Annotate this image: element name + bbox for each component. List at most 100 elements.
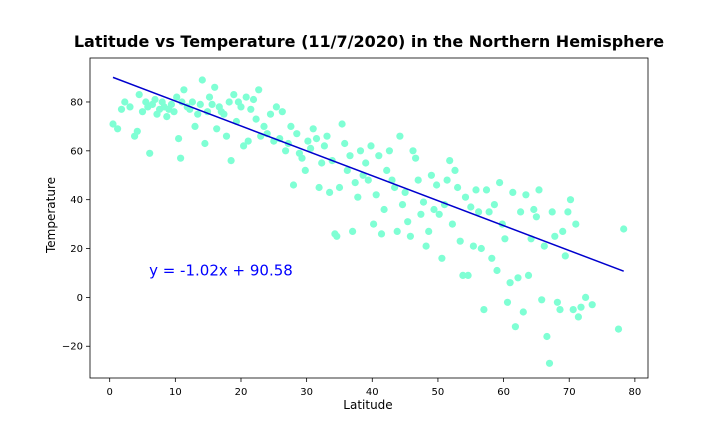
data-point-133 xyxy=(461,193,470,201)
data-point-37 xyxy=(208,100,216,108)
y-tick-label-5: 80 xyxy=(70,97,83,108)
data-point-136 xyxy=(469,242,477,250)
data-point-29 xyxy=(188,98,196,106)
data-point-50 xyxy=(240,142,248,150)
data-point-151 xyxy=(509,188,517,196)
regression-line-layer xyxy=(112,76,624,272)
x-tick-label-6: 60 xyxy=(497,387,510,398)
data-point-33 xyxy=(198,76,206,84)
data-point-154 xyxy=(517,208,525,216)
data-point-90 xyxy=(349,227,357,235)
data-point-134 xyxy=(464,271,472,279)
data-point-78 xyxy=(318,159,326,167)
data-point-160 xyxy=(532,213,541,221)
data-point-58 xyxy=(260,122,268,130)
data-point-178 xyxy=(582,293,590,301)
data-point-97 xyxy=(367,142,375,150)
data-point-53 xyxy=(247,105,255,113)
data-point-75 xyxy=(309,125,317,133)
data-point-74 xyxy=(307,144,315,152)
data-point-8 xyxy=(138,108,147,116)
data-point-45 xyxy=(227,157,235,165)
data-point-173 xyxy=(566,196,575,204)
data-point-86 xyxy=(338,120,346,128)
data-point-165 xyxy=(545,359,554,367)
data-point-72 xyxy=(301,166,309,174)
data-point-148 xyxy=(501,235,509,243)
data-point-55 xyxy=(252,115,260,123)
y-axis-label: Temperature xyxy=(44,177,58,254)
data-point-30 xyxy=(191,122,199,130)
data-point-64 xyxy=(278,108,286,116)
y-tick-label-4: 60 xyxy=(70,146,83,157)
data-point-112 xyxy=(406,232,414,240)
data-point-38 xyxy=(211,83,219,91)
data-point-32 xyxy=(196,100,204,108)
y-tick-label-1: 0 xyxy=(77,293,83,304)
x-tick-label-7: 70 xyxy=(563,387,576,398)
regression-line xyxy=(112,76,624,272)
x-tick-label-0: 0 xyxy=(107,387,113,398)
y-tick-label-0: −20 xyxy=(62,342,83,353)
data-point-119 xyxy=(425,227,433,235)
data-point-26 xyxy=(180,86,188,94)
data-point-174 xyxy=(569,306,577,314)
data-point-42 xyxy=(220,110,228,118)
data-point-101 xyxy=(377,230,386,238)
data-point-181 xyxy=(620,225,628,233)
data-point-135 xyxy=(467,203,475,211)
data-point-137 xyxy=(472,186,480,194)
data-point-22 xyxy=(173,93,181,101)
data-point-176 xyxy=(574,313,583,321)
data-point-138 xyxy=(475,208,483,216)
plot-frame xyxy=(89,57,649,379)
data-point-65 xyxy=(282,147,290,155)
data-point-179 xyxy=(588,301,596,309)
data-point-91 xyxy=(351,179,359,187)
data-point-3 xyxy=(121,98,129,106)
data-point-108 xyxy=(396,132,404,140)
data-point-21 xyxy=(170,108,178,116)
data-point-124 xyxy=(438,254,446,262)
data-point-43 xyxy=(222,132,231,140)
data-point-56 xyxy=(255,86,263,94)
data-point-2 xyxy=(117,105,126,113)
data-point-175 xyxy=(572,220,580,228)
data-point-152 xyxy=(511,323,519,331)
data-point-122 xyxy=(433,181,441,189)
data-point-11 xyxy=(146,149,154,157)
data-point-92 xyxy=(354,193,362,201)
data-point-31 xyxy=(194,110,202,118)
data-point-132 xyxy=(459,271,467,279)
data-point-54 xyxy=(249,95,258,104)
x-tick-label-5: 50 xyxy=(432,387,445,398)
data-point-107 xyxy=(393,227,401,235)
data-point-117 xyxy=(419,198,428,206)
data-point-141 xyxy=(482,186,491,194)
y-tick-label-3: 40 xyxy=(70,195,83,206)
data-point-49 xyxy=(237,103,245,111)
data-point-127 xyxy=(446,157,454,165)
data-point-81 xyxy=(326,188,334,196)
data-point-113 xyxy=(409,147,417,155)
data-point-149 xyxy=(503,298,512,306)
data-point-123 xyxy=(435,210,443,218)
data-point-118 xyxy=(422,242,430,250)
data-point-85 xyxy=(335,183,344,192)
x-tick-label-4: 40 xyxy=(366,387,379,398)
data-point-163 xyxy=(540,242,548,250)
data-point-103 xyxy=(383,166,391,174)
data-point-69 xyxy=(293,130,301,138)
data-point-130 xyxy=(454,183,462,192)
data-point-120 xyxy=(427,171,435,179)
data-point-34 xyxy=(201,139,209,148)
data-point-142 xyxy=(485,208,493,216)
data-point-129 xyxy=(451,166,459,174)
data-point-139 xyxy=(477,244,485,253)
data-point-100 xyxy=(375,152,383,160)
data-point-128 xyxy=(448,220,456,228)
data-point-1 xyxy=(114,125,122,133)
data-point-84 xyxy=(333,232,341,240)
data-point-169 xyxy=(556,306,564,314)
